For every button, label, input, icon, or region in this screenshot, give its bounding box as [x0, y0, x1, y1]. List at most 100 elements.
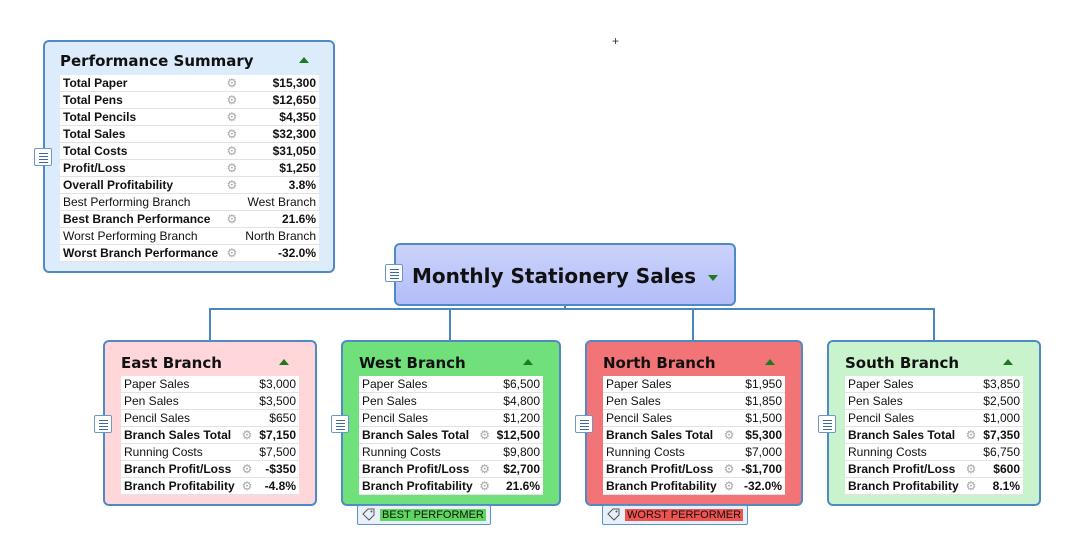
notes-icon[interactable] — [575, 415, 593, 433]
table-row: Pen Sales $2,500 — [845, 392, 1023, 410]
gear-icon[interactable]: ⚙ — [221, 125, 242, 143]
row-label: Branch Profit/Loss — [845, 460, 962, 478]
canvas-cursor-marker: + — [612, 34, 620, 48]
gear-icon[interactable]: ⚙ — [475, 426, 494, 444]
row-value: $1,200 — [493, 409, 543, 427]
gear-icon[interactable]: ⚙ — [719, 460, 739, 478]
gear-icon[interactable]: ⚙ — [221, 176, 242, 194]
row-value: North Branch — [241, 227, 319, 245]
branch-title: East Branch — [121, 354, 299, 372]
notes-icon[interactable] — [385, 264, 403, 282]
gear-icon[interactable]: ⚙ — [475, 477, 494, 495]
worst-performer-tag[interactable]: WORST PERFORMER — [602, 505, 749, 525]
row-label: Pen Sales — [845, 392, 962, 410]
best-performer-tag[interactable]: BEST PERFORMER — [357, 505, 491, 525]
collapse-triangle-icon[interactable] — [765, 359, 775, 365]
north-branch-node[interactable]: North Branch Paper Sales $1,950 Pen Sales $… — [585, 340, 803, 506]
tag-icon — [362, 508, 375, 521]
row-label: Running Costs — [845, 443, 962, 461]
empty-cell — [961, 409, 981, 427]
south-branch-node[interactable]: South Branch Paper Sales $3,850 Pen Sales $… — [827, 340, 1041, 506]
row-value: $650 — [256, 409, 299, 427]
empty-cell — [719, 376, 739, 393]
expand-triangle-icon[interactable] — [708, 274, 719, 281]
empty-cell — [961, 443, 981, 461]
central-title-text: Monthly Stationery Sales — [411, 264, 697, 288]
gear-icon[interactable]: ⚙ — [221, 91, 242, 109]
collapse-triangle-icon[interactable] — [1003, 359, 1013, 365]
table-row: Paper Sales $6,500 — [359, 376, 543, 393]
row-value: -$1,700 — [738, 460, 785, 478]
empty-cell — [221, 227, 242, 245]
table-row: Paper Sales $3,000 — [121, 376, 299, 393]
row-value: $1,500 — [738, 409, 785, 427]
best-performer-tag-text: BEST PERFORMER — [380, 509, 486, 521]
row-value: $3,000 — [256, 376, 299, 393]
table-row: Overall Profitability ⚙ 3.8% — [60, 176, 319, 194]
row-label: Branch Profit/Loss — [359, 460, 476, 478]
gear-icon[interactable]: ⚙ — [961, 477, 981, 495]
gear-icon[interactable]: ⚙ — [221, 108, 242, 126]
notes-icon[interactable] — [94, 415, 112, 433]
table-row: Paper Sales $1,950 — [603, 376, 785, 393]
gear-icon[interactable]: ⚙ — [237, 460, 257, 478]
row-value: 21.6% — [241, 210, 319, 228]
row-value: $1,000 — [980, 409, 1023, 427]
gear-icon[interactable]: ⚙ — [475, 460, 494, 478]
branch-title-text: East Branch — [121, 354, 222, 372]
branch-table: Paper Sales $6,500 Pen Sales $4,800 Pencil S… — [359, 376, 543, 495]
row-value: -32.0% — [241, 244, 319, 262]
row-label: Best Performing Branch — [60, 193, 222, 211]
row-label: Pen Sales — [359, 392, 476, 410]
row-label: Total Pens — [60, 91, 222, 109]
collapse-triangle-icon[interactable] — [299, 57, 309, 63]
row-value: -$350 — [256, 460, 299, 478]
notes-icon[interactable] — [331, 415, 349, 433]
row-value: $4,350 — [241, 108, 319, 126]
empty-cell — [961, 376, 981, 393]
table-row: Branch Profitability ⚙ -4.8% — [121, 477, 299, 495]
row-label: Pen Sales — [121, 392, 238, 410]
row-label: Branch Profit/Loss — [121, 460, 238, 478]
empty-cell — [475, 443, 494, 461]
central-topic-node[interactable]: Monthly Stationery Sales — [394, 243, 736, 306]
table-row: Branch Sales Total ⚙ $7,350 — [845, 426, 1023, 444]
west-branch-node[interactable]: West Branch Paper Sales $6,500 Pen Sales $4… — [341, 340, 561, 506]
gear-icon[interactable]: ⚙ — [961, 426, 981, 444]
gear-icon[interactable]: ⚙ — [221, 244, 242, 262]
gear-icon[interactable]: ⚙ — [221, 159, 242, 177]
row-value: $600 — [980, 460, 1023, 478]
gear-icon[interactable]: ⚙ — [221, 75, 242, 92]
notes-icon[interactable] — [818, 415, 836, 433]
collapse-triangle-icon[interactable] — [523, 359, 533, 365]
gear-icon[interactable]: ⚙ — [719, 477, 739, 495]
row-label: Pencil Sales — [845, 409, 962, 427]
gear-icon[interactable]: ⚙ — [237, 477, 257, 495]
gear-icon[interactable]: ⚙ — [237, 426, 257, 444]
row-value: $1,250 — [241, 159, 319, 177]
gear-icon[interactable]: ⚙ — [221, 142, 242, 160]
empty-cell — [719, 392, 739, 410]
empty-cell — [221, 193, 242, 211]
row-label: Total Costs — [60, 142, 222, 160]
row-label: Running Costs — [121, 443, 238, 461]
branch-title-text: North Branch — [603, 354, 716, 372]
table-row: Best Performing Branch West Branch — [60, 193, 319, 211]
row-label: Branch Profit/Loss — [603, 460, 720, 478]
row-value: $6,750 — [980, 443, 1023, 461]
row-value: $4,800 — [493, 392, 543, 410]
collapse-triangle-icon[interactable] — [279, 359, 289, 365]
row-value: 8.1% — [980, 477, 1023, 495]
performance-summary-node[interactable]: Performance Summary Total Paper ⚙ $15,300 T… — [43, 40, 335, 273]
gear-icon[interactable]: ⚙ — [961, 460, 981, 478]
empty-cell — [475, 376, 494, 393]
row-value: $2,500 — [980, 392, 1023, 410]
gear-icon[interactable]: ⚙ — [221, 210, 242, 228]
table-row: Pen Sales $1,850 — [603, 392, 785, 410]
branch-title: West Branch — [359, 354, 543, 372]
branch-title: South Branch — [845, 354, 1023, 372]
notes-icon[interactable] — [34, 148, 52, 166]
gear-icon[interactable]: ⚙ — [719, 426, 739, 444]
row-label: Worst Branch Performance — [60, 244, 222, 262]
east-branch-node[interactable]: East Branch Paper Sales $3,000 Pen Sales $3… — [103, 340, 317, 506]
